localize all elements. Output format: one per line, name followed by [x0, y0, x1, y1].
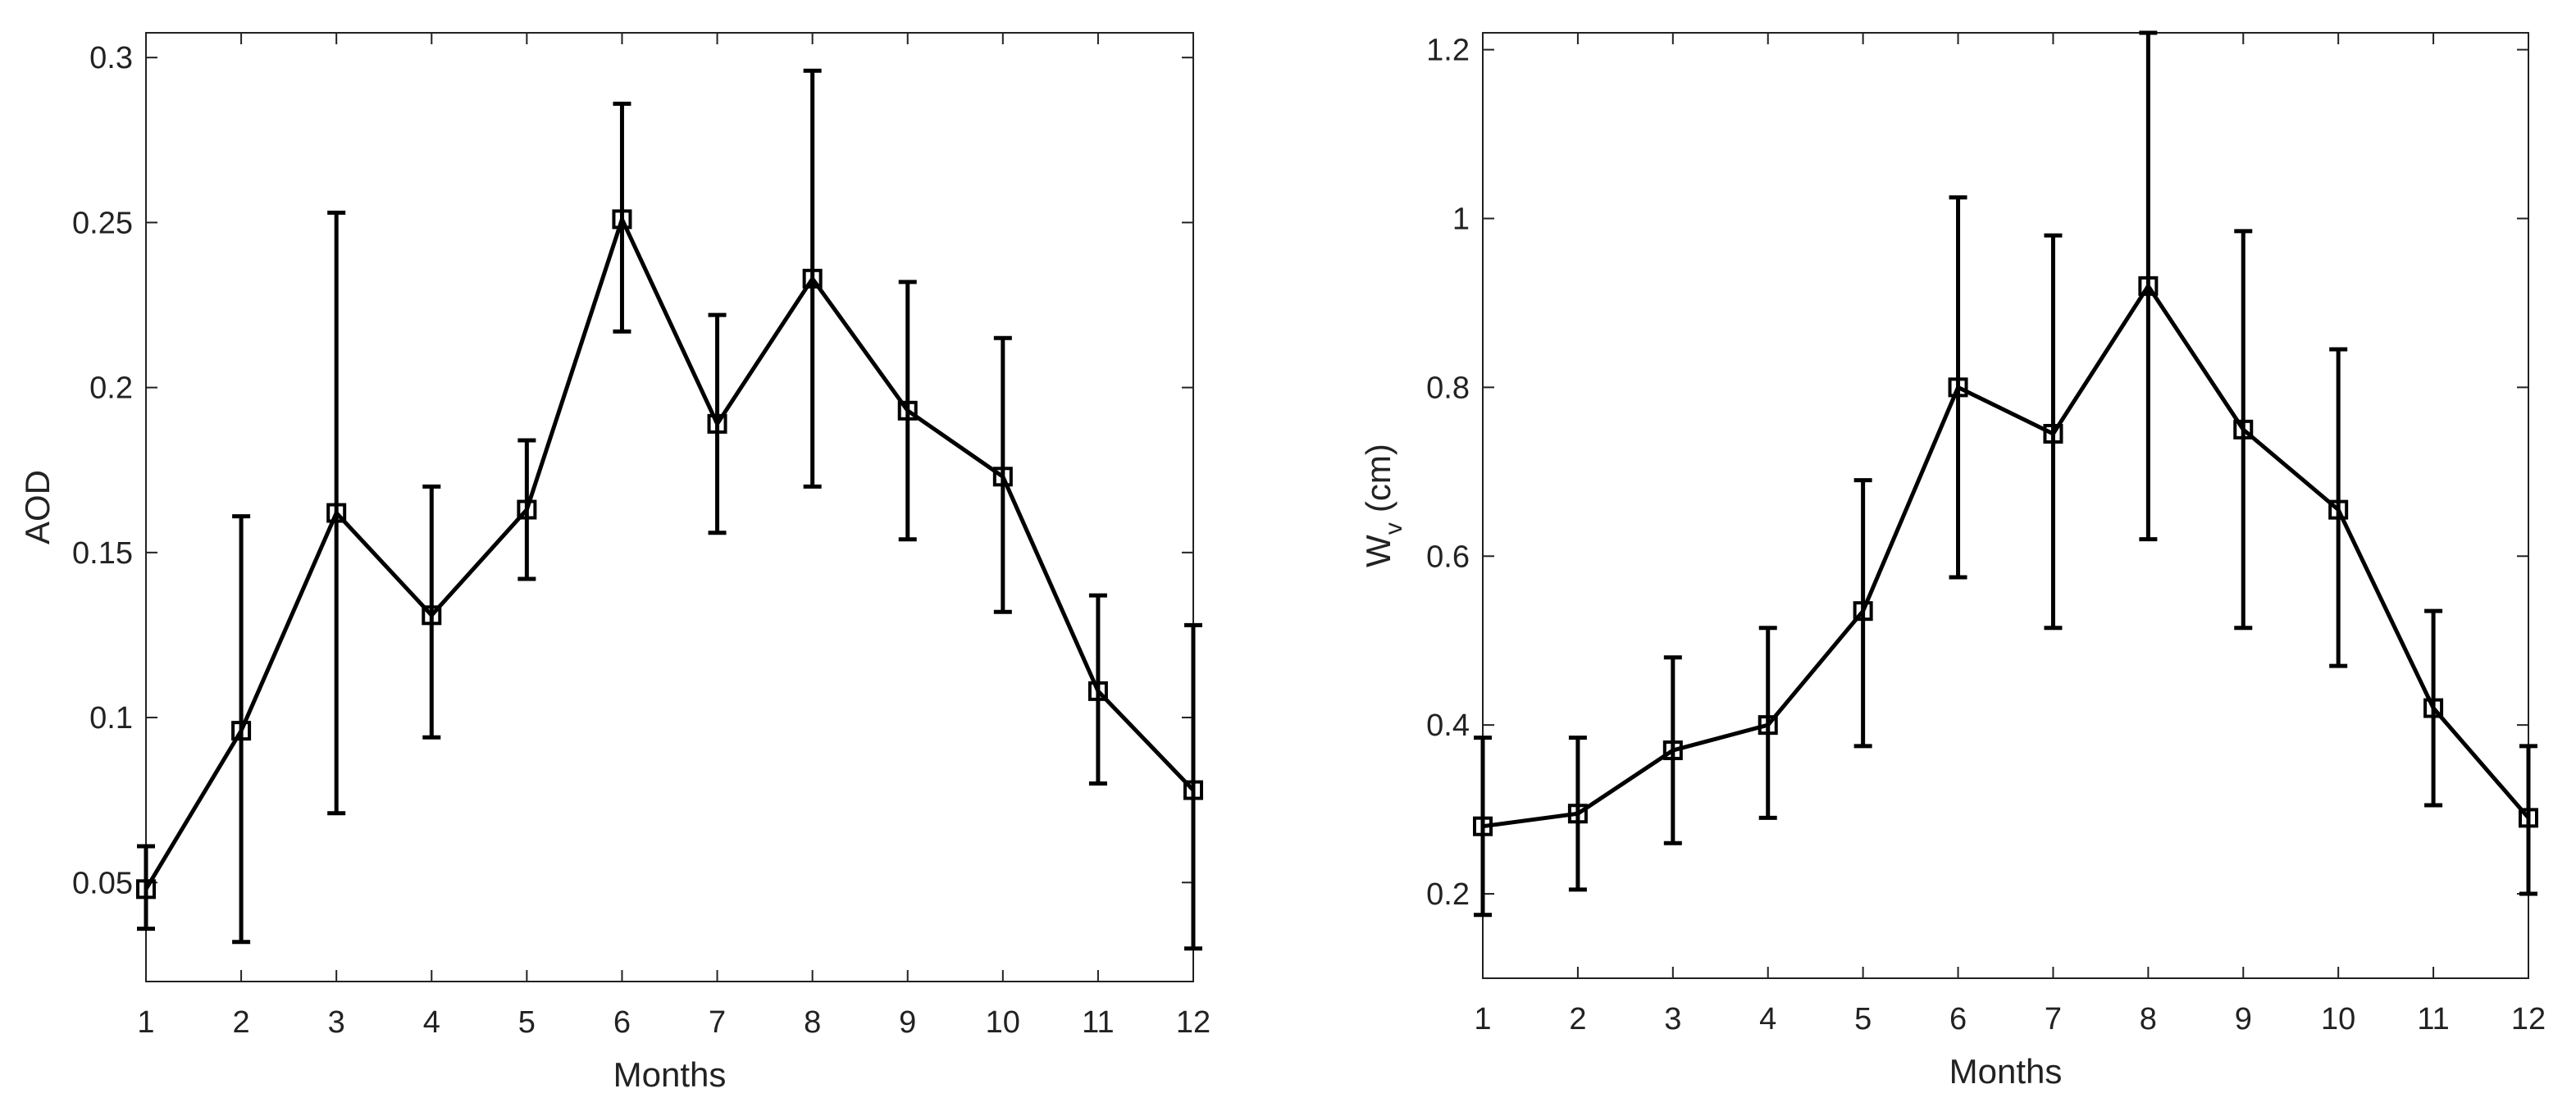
x-tick-label: 7 [709, 1005, 726, 1040]
data-point-marker [422, 605, 442, 626]
y-axis-label-unit: (cm) [1359, 444, 1397, 512]
y-axis-label: AOD [18, 470, 57, 544]
y-axis-label-group: Wv (cm) [1359, 444, 1407, 567]
data-point-marker [2043, 423, 2063, 444]
data-point-marker [1758, 715, 1778, 736]
x-tick-label: 3 [1664, 1002, 1681, 1036]
data-point-marker [1853, 601, 1873, 622]
data-point-marker [612, 209, 632, 230]
y-tick-label: 0.4 [1426, 708, 1470, 743]
x-tick-label: 7 [2045, 1002, 2062, 1036]
y-tick-label: 0.3 [89, 41, 133, 75]
x-tick-label: 12 [1176, 1005, 1210, 1040]
x-tick-label: 2 [1569, 1002, 1586, 1036]
y-axis-label-subscript: v [1380, 522, 1407, 535]
x-tick-label: 8 [804, 1005, 821, 1040]
y-axis-label-main: W [1359, 535, 1397, 567]
x-tick-label: 4 [1759, 1002, 1776, 1036]
data-point-marker [231, 721, 252, 741]
data-point-marker [897, 400, 918, 421]
series-line [1482, 284, 2530, 829]
data-point-marker [326, 503, 347, 523]
y-tick-label: 0.2 [1426, 877, 1470, 912]
data-point-marker [136, 879, 156, 900]
x-tick-label: 12 [2511, 1002, 2546, 1036]
x-tick-label: 1 [137, 1005, 154, 1040]
y-tick-label: 0.1 [89, 701, 133, 736]
series-line [144, 216, 1195, 891]
x-tick-label: 5 [518, 1005, 536, 1040]
y-tick-label: 0.8 [1426, 371, 1470, 405]
x-tick-label: 6 [1949, 1002, 1967, 1036]
x-tick-label: 3 [328, 1005, 345, 1040]
data-point-marker [1567, 804, 1588, 824]
y-tick-label: 0.2 [89, 371, 133, 406]
x-tick-label: 11 [2417, 1002, 2449, 1036]
x-tick-label: 10 [986, 1005, 1020, 1040]
data-point-marker [1948, 377, 1968, 398]
x-tick-label: 1 [1474, 1002, 1491, 1036]
data-point-marker [517, 499, 537, 520]
data-point-marker [802, 268, 823, 289]
data-point-marker [2138, 276, 2159, 296]
x-tick-label: 11 [1082, 1005, 1114, 1040]
data-point-marker [2519, 808, 2538, 828]
data-point-marker [2328, 499, 2349, 520]
y-tick-label: 0.15 [72, 536, 133, 571]
x-tick-label: 8 [2140, 1002, 2157, 1036]
data-point-marker [2423, 698, 2444, 718]
aod-chart: 1 2 3 4 5 6 7 8 9 10 11 120.050.10.150.20.250.3Mont… [18, 32, 1210, 1094]
plot-frame [145, 32, 1194, 982]
y-tick-label: 0.05 [72, 866, 133, 900]
water-vapor-chart: 1 2 3 4 5 6 7 8 9 10 11 120.20.40.60.811.2MonthsWv(… [1359, 30, 2546, 1091]
y-tick-label: 1.2 [1426, 34, 1470, 68]
y-tick-label: 1 [1452, 202, 1470, 236]
y-tick-label: 0.25 [72, 206, 133, 240]
x-tick-label: 10 [2321, 1002, 2355, 1036]
data-point-marker [1662, 740, 1683, 761]
y-tick-label: 0.6 [1426, 540, 1470, 574]
x-tick-label: 2 [233, 1005, 250, 1040]
data-point-marker [1473, 816, 1493, 836]
y-axis-label: Wv (cm) [1359, 444, 1407, 567]
x-axis-label: Months [1949, 1052, 2063, 1091]
x-tick-label: 6 [613, 1005, 631, 1040]
x-tick-label: 4 [423, 1005, 440, 1040]
data-point-marker [992, 467, 1013, 487]
y-axis-label-group: AOD [18, 470, 57, 544]
x-tick-label: 5 [1854, 1002, 1872, 1036]
data-point-marker [2233, 419, 2254, 440]
data-point-marker [1183, 780, 1203, 800]
x-tick-label: 9 [899, 1005, 916, 1040]
x-axis-label: Months [613, 1055, 727, 1094]
y-axis-label-main: AOD [18, 470, 57, 544]
data-point-marker [707, 413, 727, 434]
plot-frame [1482, 32, 2529, 979]
x-tick-label: 9 [2235, 1002, 2252, 1036]
data-point-marker [1087, 681, 1108, 701]
